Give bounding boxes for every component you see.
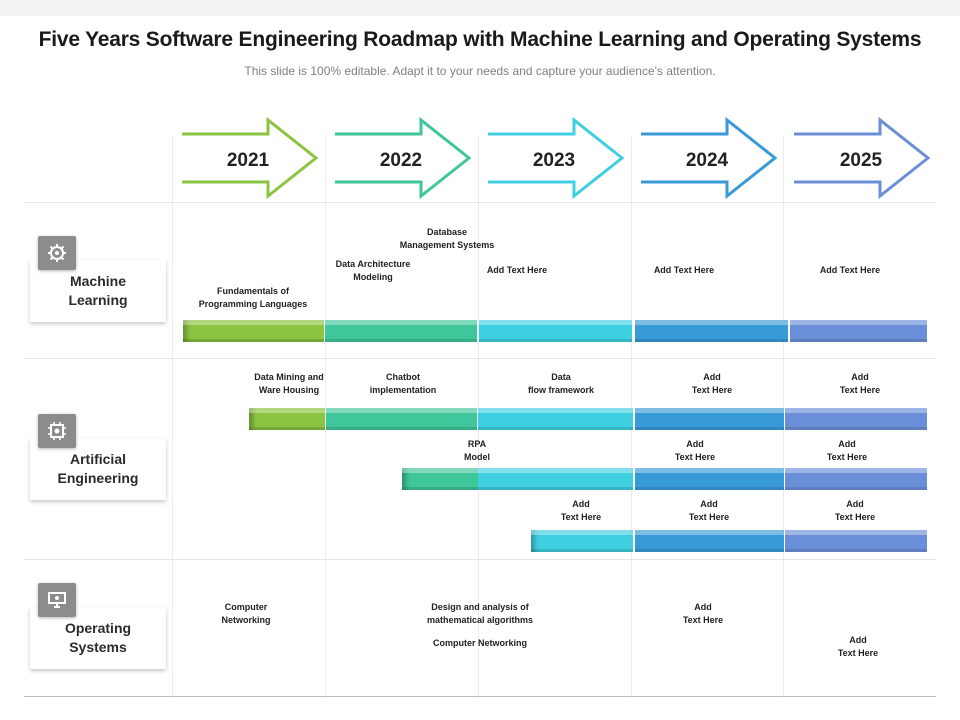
bar-ae2-2022 (402, 468, 478, 490)
os-label-2024: Add Text Here (682, 602, 724, 625)
ae-label-r2-2025: Add Text Here (826, 439, 868, 462)
year-label-2021: 2021 (226, 150, 270, 171)
arrow-2023 (488, 116, 625, 200)
bar-ae1-2024 (635, 408, 784, 430)
bar-ae2-2023 (478, 468, 633, 490)
os-label-computer-networking-2: Computer Networking (432, 638, 527, 648)
bar-ae2-2025 (785, 468, 927, 490)
bar-ae2-2024 (635, 468, 784, 490)
brain-gear-icon (38, 236, 76, 270)
ae-label-chatbot: Chatbot implementation (369, 372, 437, 395)
bar-ae1-2023 (478, 408, 633, 430)
ml-label-2024: Add Text Here (653, 265, 715, 275)
row-divider (24, 202, 936, 203)
bar-ae3-2024 (635, 530, 784, 552)
ml-label-data-architecture: Data Architecture Modeling (335, 259, 411, 282)
ae-label-r1-2024: Add Text Here (691, 372, 733, 395)
grid-line (172, 136, 173, 698)
bar-ml-2021 (183, 320, 324, 342)
chip-gear-icon (38, 414, 76, 448)
slide: Five Years Software Engineering Roadmap … (0, 16, 960, 720)
row-divider (24, 358, 936, 359)
arrow-2024 (641, 116, 778, 200)
bar-ae1-2021 (249, 408, 325, 430)
year-arrows (182, 116, 931, 200)
bar-ae3-2023 (531, 530, 633, 552)
ml-label-database: Database Management Systems (399, 227, 495, 250)
bottom-line (24, 696, 936, 697)
year-label-2024: 2024 (685, 150, 729, 171)
bar-ml-2024 (635, 320, 788, 342)
ae-label-rpa: RPA Model (464, 439, 490, 462)
ae-label-r3-2025: Add Text Here (834, 499, 876, 522)
bar-ml-2025 (790, 320, 927, 342)
category-operating-systems: Operating Systems (30, 607, 166, 669)
ae-label-data-mining: Data Mining and Ware Housing (254, 372, 324, 395)
bar-ml-2023 (479, 320, 632, 342)
os-label-computer-networking: Computer Networking (221, 602, 271, 625)
arrow-2021 (182, 116, 319, 200)
category-artificial-engineering: Artificial Engineering (30, 438, 166, 500)
ml-label-2025: Add Text Here (819, 265, 881, 275)
bar-ae1-2025 (785, 408, 927, 430)
arrow-2025 (794, 116, 931, 200)
ae-label-r1-2025: Add Text Here (839, 372, 881, 395)
year-label-2023: 2023 (532, 150, 576, 171)
page-subtitle: This slide is 100% editable. Adapt it to… (244, 64, 716, 78)
os-label-design-analysis: Design and analysis of mathematical algo… (426, 602, 534, 625)
grid-line (325, 136, 326, 698)
ae-label-data-flow: Data flow framework (527, 372, 594, 395)
bar-ae1-2022 (326, 408, 477, 430)
year-label-2022: 2022 (379, 150, 423, 171)
ae-label-r2-2024: Add Text Here (674, 439, 716, 462)
ae-label-r3-2024: Add Text Here (688, 499, 730, 522)
bar-ae3-2025 (785, 530, 927, 552)
os-label-2025: Add Text Here (837, 635, 879, 658)
arrow-2022 (335, 116, 472, 200)
computer-settings-icon (38, 583, 76, 617)
page-title: Five Years Software Engineering Roadmap … (38, 28, 922, 51)
ml-label-2023: Add Text Here (486, 265, 548, 275)
ae-label-r3-2023: Add Text Here (560, 499, 602, 522)
year-label-2025: 2025 (839, 150, 883, 171)
category-machine-learning: Machine Learning (30, 260, 166, 322)
row-divider (24, 559, 936, 560)
bar-ml-2022 (325, 320, 477, 342)
ml-label-fundamentals: Fundamentals of Programming Languages (198, 286, 308, 309)
